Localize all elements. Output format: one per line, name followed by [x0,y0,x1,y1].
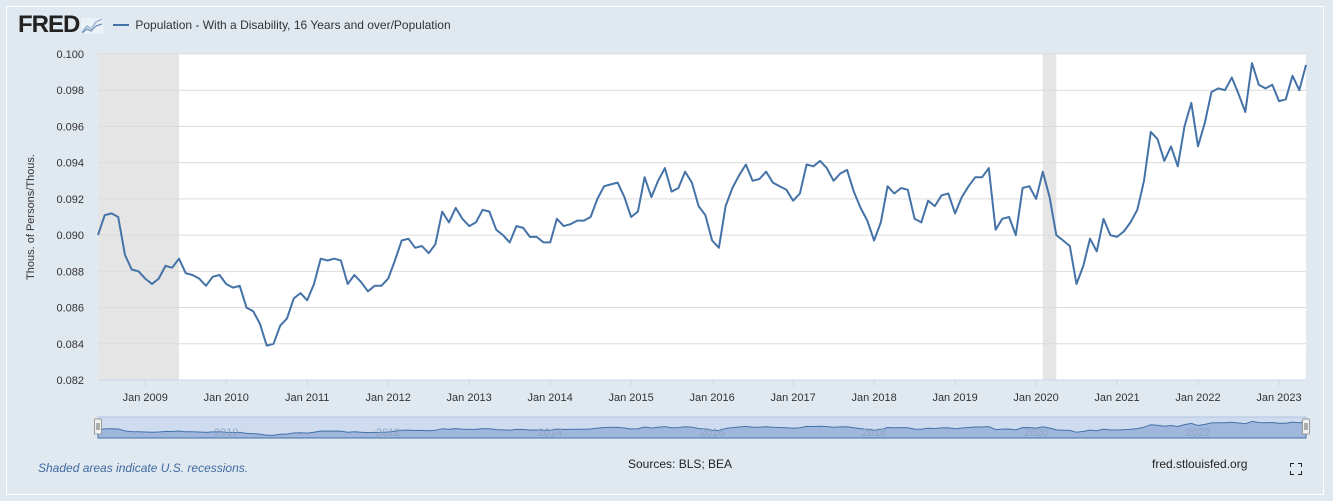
chart-header: FRED Population - With a Disability, 16 … [18,12,451,38]
legend-swatch [113,24,130,26]
fred-logo[interactable]: FRED [18,11,80,38]
sources-text: Sources: BLS; BEA [628,457,733,471]
chart-frame [6,6,1324,495]
legend-label: Population - With a Disability, 16 Years… [135,18,451,32]
recession-note: Shaded areas indicate U.S. recessions. [38,461,249,475]
fullscreen-icon[interactable] [1290,463,1302,475]
site-link[interactable]: fred.stlouisfed.org [1152,457,1248,471]
fred-graph-icon [81,18,104,34]
chart-legend: Population - With a Disability, 16 Years… [113,18,451,32]
